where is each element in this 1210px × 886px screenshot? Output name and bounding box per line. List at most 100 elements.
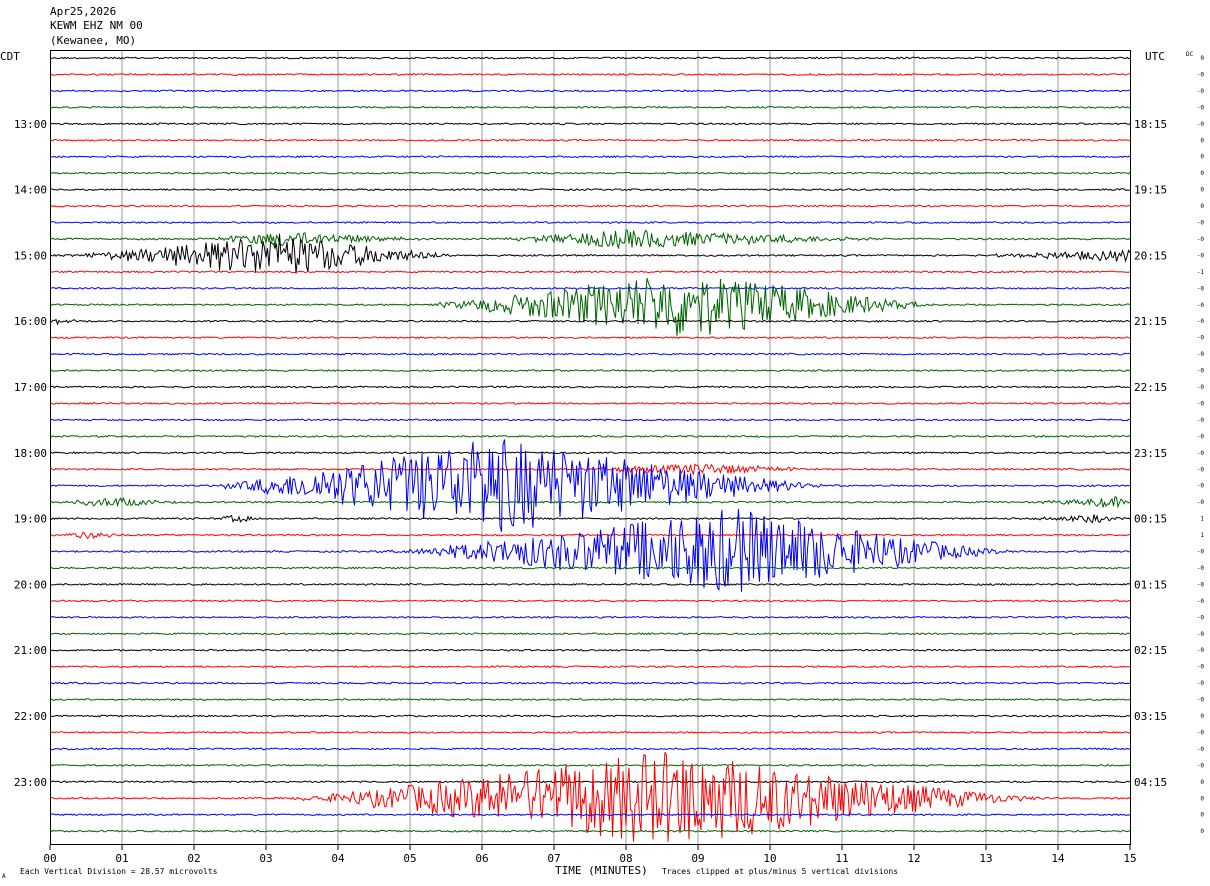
trace-line — [49, 747, 1131, 751]
left-hour-label: 23:00 — [14, 776, 47, 789]
dc-offset-value: -0 — [1197, 220, 1205, 227]
trace-line — [49, 751, 1131, 842]
trace-line — [49, 632, 1131, 636]
footer-clip-note: Traces clipped at plus/minus 5 vertical … — [662, 867, 898, 876]
trace-line — [49, 463, 1131, 476]
dc-offset-value: -0 — [1197, 302, 1205, 309]
dc-offset-value: 0 — [1200, 713, 1204, 720]
trace-line — [50, 56, 1131, 60]
trace-line — [49, 780, 1131, 784]
dc-offset-value: 0 — [1200, 828, 1204, 835]
axis-labels: 00 01 02 03 04 05 06 07 08 09 10 11 12 13 14 150-0-0-0-… — [14, 55, 1205, 865]
right-hour-label: 18:15 — [1134, 118, 1167, 131]
left-hour-label: 20:00 — [14, 578, 47, 591]
dc-offset-value: -0 — [1197, 384, 1205, 391]
x-tick-label: 07 — [547, 852, 560, 865]
dc-offset-value: -0 — [1197, 581, 1205, 588]
trace-line — [49, 233, 1131, 274]
left-hour-label: 15:00 — [14, 249, 47, 262]
right-hour-label: 00:15 — [1134, 513, 1167, 526]
x-tick-label: 01 — [115, 852, 128, 865]
left-hour-label: 19:00 — [14, 513, 47, 526]
trace-line — [49, 698, 1131, 701]
x-tick-label: 05 — [403, 852, 416, 865]
dc-offset-value: -0 — [1197, 368, 1205, 375]
trace-line — [49, 204, 1131, 208]
trace-line — [49, 508, 1130, 592]
trace-line — [49, 681, 1131, 685]
dc-offset-value: 1 — [1200, 516, 1204, 523]
trace-line — [49, 418, 1131, 422]
trace-line — [50, 138, 1131, 142]
left-timezone-label: CDT — [0, 50, 20, 63]
left-hour-label: 17:00 — [14, 381, 47, 394]
dc-offset-value: -0 — [1197, 499, 1205, 506]
dc-offset-value: -0 — [1197, 88, 1205, 95]
left-hour-label: 18:00 — [14, 447, 47, 460]
x-tick-label: 08 — [619, 852, 632, 865]
dc-offset-value: -0 — [1197, 417, 1205, 424]
x-tick-label: 03 — [259, 852, 272, 865]
right-hour-label: 20:15 — [1134, 249, 1167, 262]
dc-offset-value: -0 — [1197, 729, 1205, 736]
dc-offset-value: 0 — [1200, 779, 1204, 786]
dc-offset-value: 0 — [1200, 154, 1204, 161]
trace-line — [50, 385, 1131, 389]
dc-offset-value: -0 — [1197, 335, 1205, 342]
right-hour-label: 02:15 — [1134, 644, 1167, 657]
right-hour-label: 23:15 — [1134, 447, 1167, 460]
dc-offset-value: -0 — [1197, 631, 1205, 638]
left-hour-label: 22:00 — [14, 710, 47, 723]
dc-offset-value: -0 — [1197, 400, 1205, 407]
trace-line — [49, 439, 1131, 532]
trace-line — [49, 531, 1131, 540]
trace-line — [49, 813, 1131, 817]
trace-line — [49, 155, 1131, 159]
plot-frame — [50, 50, 1131, 845]
left-hour-label: 16:00 — [14, 315, 47, 328]
dc-offset-value: -0 — [1197, 466, 1205, 473]
dc-offset-value: -0 — [1197, 565, 1205, 572]
header-location: (Kewanee, MO) — [50, 34, 137, 47]
minute-gridlines — [49, 50, 1131, 850]
dc-offset-value: 0 — [1200, 137, 1204, 144]
dc-offset-value: -0 — [1197, 236, 1205, 243]
trace-line — [49, 829, 1131, 833]
trace-line — [49, 270, 1131, 274]
x-tick-label: 11 — [835, 852, 848, 865]
trace-line — [49, 318, 1131, 326]
dc-offset-value: 0 — [1200, 795, 1204, 802]
dc-offset-value: -0 — [1197, 549, 1205, 556]
x-tick-label: 10 — [763, 852, 776, 865]
dc-offset-value: -0 — [1197, 351, 1205, 358]
dc-offset-value: -1 — [1197, 269, 1205, 276]
left-hour-label: 13:00 — [14, 118, 47, 131]
seismic-traces — [49, 56, 1131, 842]
trace-line — [49, 286, 1131, 290]
trace-line — [49, 665, 1131, 669]
dc-offset-value: -0 — [1197, 285, 1205, 292]
trace-line — [49, 122, 1131, 126]
dc-offset-value: -0 — [1197, 697, 1205, 704]
x-axis-title: TIME (MINUTES) — [555, 864, 648, 877]
dc-offset-value: -0 — [1197, 483, 1205, 490]
trace-line — [49, 89, 1131, 93]
x-tick-label: 00 — [43, 852, 56, 865]
dc-offset-value: -0 — [1197, 450, 1205, 457]
dc-offset-value: 0 — [1200, 203, 1204, 210]
dc-offset-value: -0 — [1197, 746, 1205, 753]
x-tick-label: 09 — [691, 852, 704, 865]
dc-offset-value: -0 — [1197, 318, 1205, 325]
trace-line — [49, 566, 1131, 570]
dc-offset-value: -0 — [1197, 433, 1205, 440]
x-tick-label: 12 — [907, 852, 920, 865]
right-hour-label: 19:15 — [1134, 184, 1167, 197]
trace-line — [49, 369, 1131, 372]
dc-offset-value: -0 — [1197, 598, 1205, 605]
dc-offset-value: -0 — [1197, 614, 1205, 621]
trace-line — [49, 73, 1131, 76]
right-hour-label: 04:15 — [1134, 776, 1167, 789]
trace-line — [49, 495, 1131, 509]
x-tick-label: 06 — [475, 852, 488, 865]
